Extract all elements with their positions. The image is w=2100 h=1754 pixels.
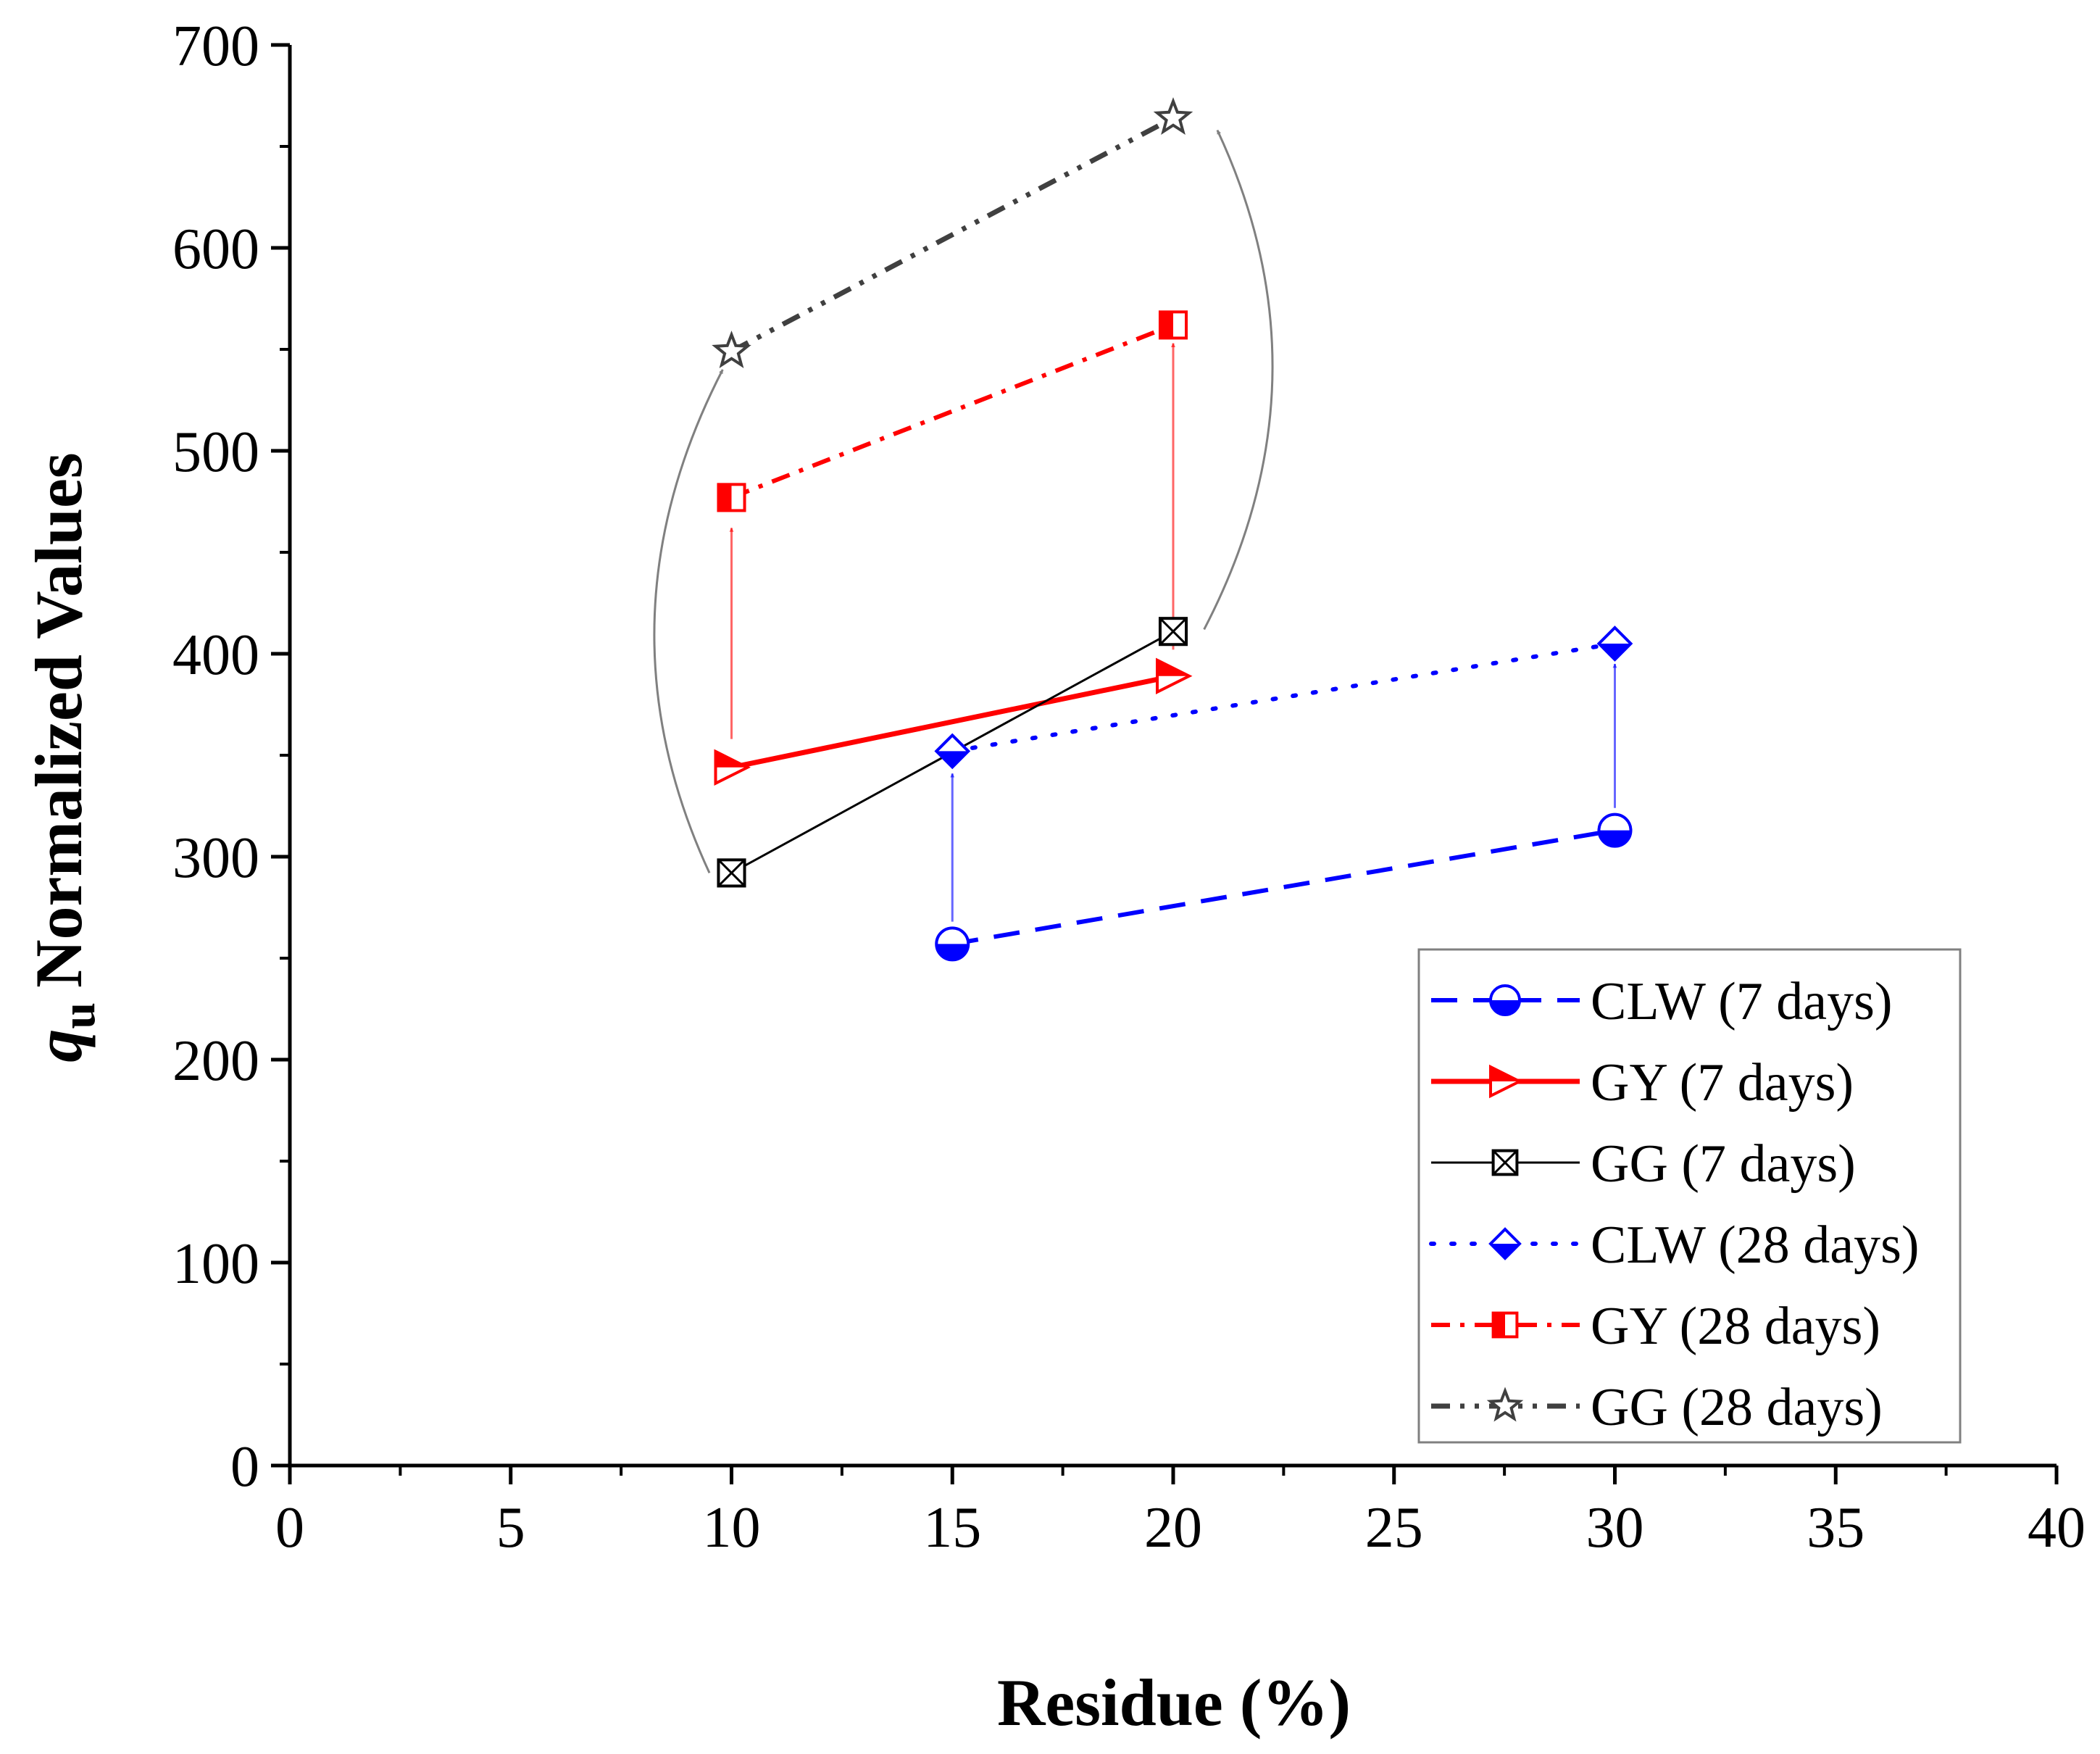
- x-tick-label: 15: [923, 1496, 981, 1560]
- x-tick-label: 25: [1365, 1496, 1423, 1560]
- legend-label-gg28: GG (28 days): [1591, 1378, 1883, 1437]
- x-tick-label: 20: [1144, 1496, 1202, 1560]
- x-tick-label: 10: [703, 1496, 761, 1560]
- series-gy28: [717, 310, 1188, 512]
- series-gy7: [714, 657, 1193, 786]
- y-tick-label: 200: [172, 1029, 259, 1093]
- x-tick-label: 0: [275, 1496, 304, 1560]
- legend-marker-gy7: [1489, 1064, 1523, 1099]
- x-tick-label: 35: [1807, 1496, 1864, 1560]
- annotation-arrows: [653, 129, 1617, 922]
- legend-item-gg7: GG (7 days): [1431, 1134, 1856, 1194]
- legend-marker-gg7: [1491, 1149, 1519, 1176]
- series-line-gy28: [730, 323, 1175, 500]
- series-clw7: [935, 812, 1633, 962]
- series-clw28: [934, 625, 1633, 770]
- series-gg28: [712, 97, 1193, 369]
- y-axis-label-text: Normalized Values: [22, 452, 96, 988]
- x-tick-label: 5: [496, 1496, 525, 1560]
- y-axis-symbol: q: [22, 1029, 96, 1063]
- y-tick-label: 500: [172, 420, 259, 484]
- series-line-gg28: [730, 115, 1175, 354]
- data-point-clw28: [1596, 625, 1633, 662]
- annotation-curved-arrow-5: [1203, 129, 1274, 631]
- data-point-clw28: [934, 733, 971, 770]
- data-series: [712, 97, 1633, 962]
- data-point-gg28: [712, 331, 751, 369]
- data-point-gg7: [1158, 617, 1188, 647]
- legend-label-clw28: CLW (28 days): [1591, 1215, 1920, 1275]
- data-point-gy28: [717, 483, 746, 512]
- data-point-gy28: [1158, 310, 1188, 340]
- series-line-clw7: [951, 828, 1616, 947]
- legend-item-clw28: CLW (28 days): [1429, 1215, 1920, 1275]
- data-point-clw7: [1597, 812, 1633, 848]
- legend-label-gg7: GG (7 days): [1591, 1134, 1856, 1194]
- data-point-clw7: [935, 926, 970, 962]
- legend-label-clw7: CLW (7 days): [1591, 972, 1893, 1031]
- legend-marker-clw7: [1489, 984, 1521, 1016]
- data-point-gg28: [1153, 97, 1193, 136]
- y-tick-label: 600: [172, 217, 259, 281]
- y-tick-label: 400: [172, 623, 259, 687]
- legend-item-clw7: CLW (7 days): [1431, 972, 1893, 1031]
- legend-item-gy28: GY (28 days): [1431, 1297, 1880, 1356]
- legend-marker-gy28: [1491, 1311, 1519, 1339]
- annotation-curved-arrow-4: [653, 369, 724, 874]
- y-tick-label: 100: [172, 1232, 259, 1296]
- data-point-gg7: [717, 858, 746, 888]
- legend-item-gg28: GG (28 days): [1431, 1378, 1883, 1437]
- x-axis-title: Residue (%): [997, 1666, 1351, 1740]
- data-point-gy7: [714, 749, 751, 786]
- y-axis-subscript: u: [52, 1002, 105, 1029]
- series-line-gy7: [730, 673, 1174, 770]
- x-tick-label: 40: [2028, 1496, 2086, 1560]
- y-tick-label: 0: [230, 1435, 259, 1499]
- legend-label-gy28: GY (28 days): [1591, 1297, 1880, 1356]
- legend-marker-clw28: [1488, 1227, 1522, 1260]
- legend-marker-gg28: [1486, 1387, 1524, 1422]
- y-axis-title: qu Normalized Values: [22, 452, 105, 1062]
- x-tick-label: 30: [1586, 1496, 1644, 1560]
- legend-label-gy7: GY (7 days): [1591, 1053, 1854, 1113]
- y-tick-label: 300: [172, 826, 259, 890]
- legend-item-gy7: GY (7 days): [1431, 1053, 1854, 1113]
- legend-box: [1417, 948, 1962, 1444]
- legend: CLW (7 days) GY (7 days) GG (7 days) CLW (2…: [1417, 948, 1962, 1444]
- data-point-gy7: [1156, 657, 1193, 695]
- y-tick-label: 700: [172, 14, 259, 78]
